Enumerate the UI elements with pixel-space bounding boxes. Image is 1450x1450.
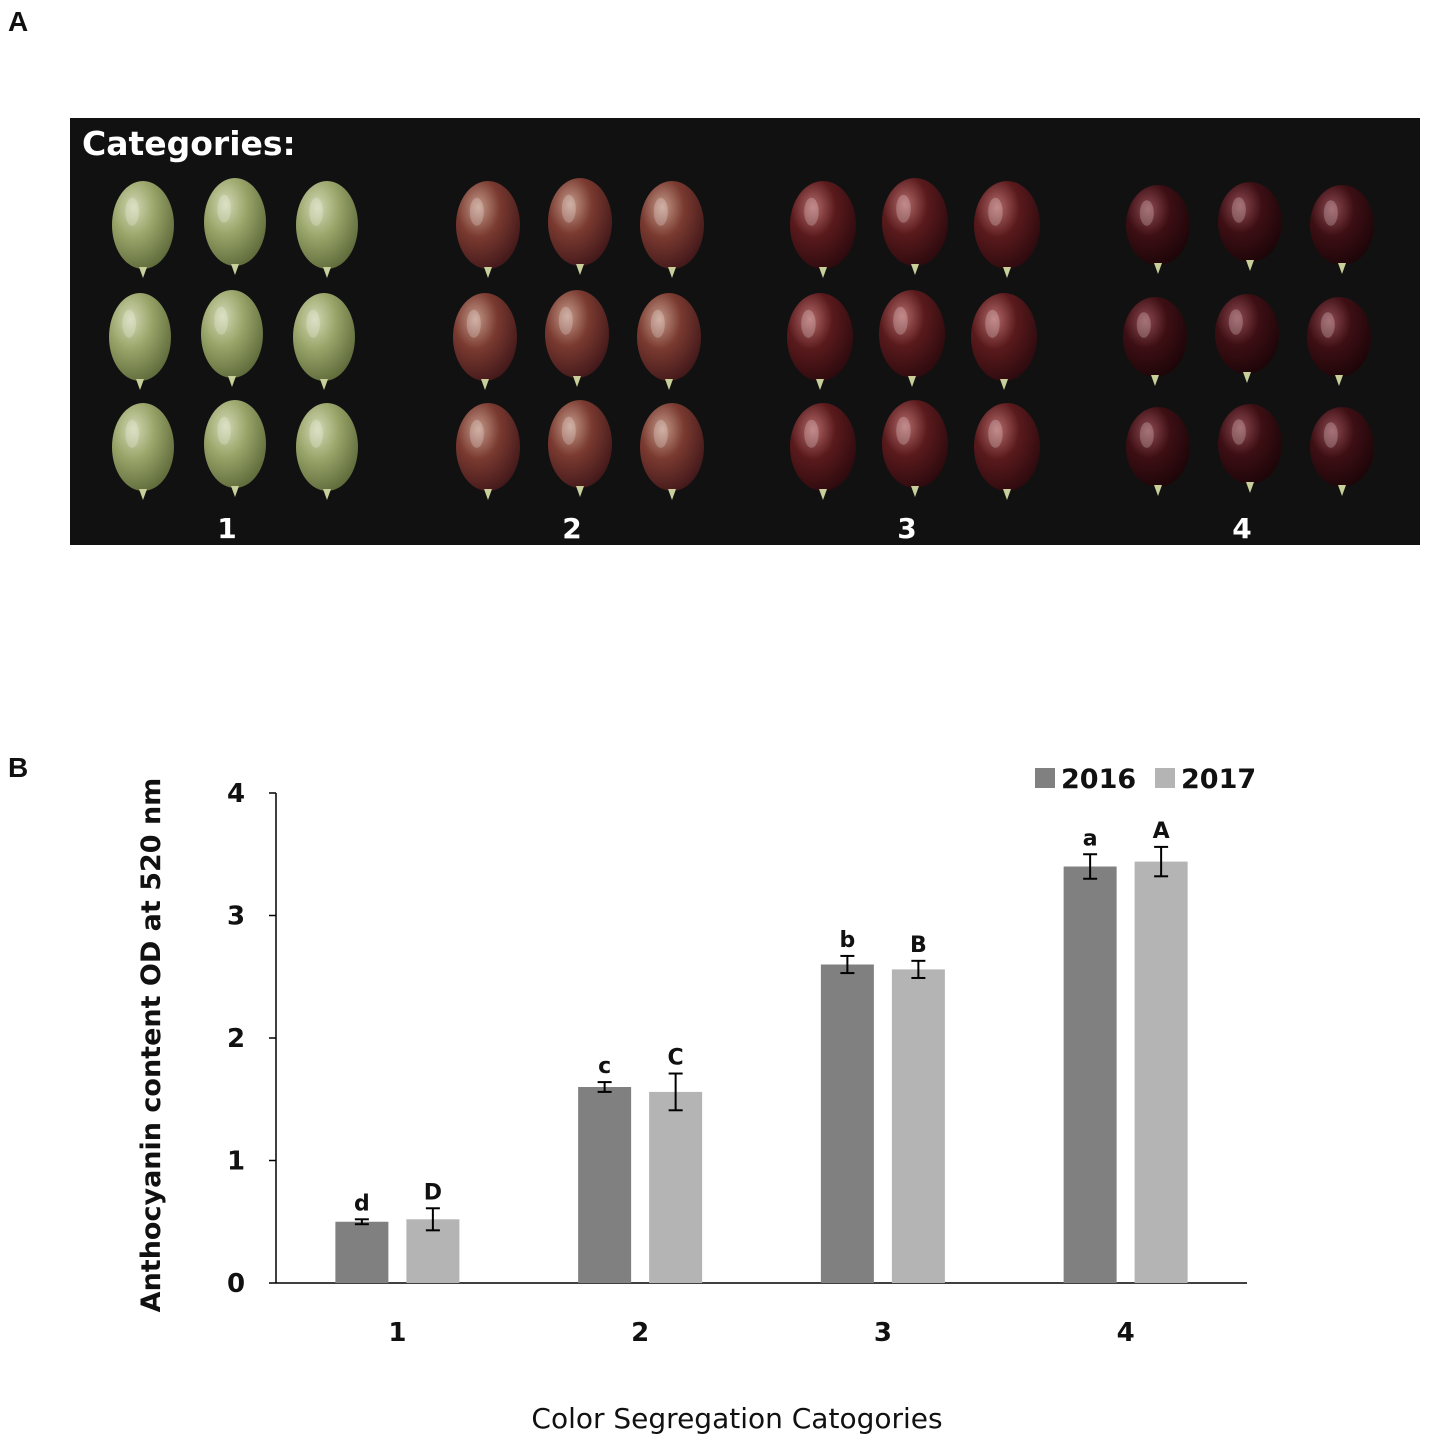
y-axis-title-group: Anthocyanin content OD at 520 nm — [136, 778, 167, 1313]
x-tick-label: 4 — [1117, 1318, 1135, 1348]
x-axis-title: Color Segregation Catogories — [531, 1402, 942, 1435]
error-bar — [1154, 845, 1169, 878]
bar-2016-cat-2 — [578, 1087, 632, 1283]
y-axis-title: Anthocyanin content OD at 520 nm — [136, 778, 167, 1313]
category-labels: 1 2 3 4 — [217, 512, 1251, 545]
legend-swatch — [1155, 768, 1175, 788]
bar-2017-cat-4 — [1134, 861, 1188, 1283]
grape-berry — [971, 293, 1037, 390]
x-tick-label: 1 — [388, 1318, 406, 1348]
legend: 2016 2017 — [1035, 764, 1256, 795]
significance-letter: D — [424, 1180, 442, 1205]
error-bar — [1083, 853, 1098, 880]
grape-berry — [879, 290, 945, 387]
grape-berry — [453, 293, 517, 390]
y-tick-label: 3 — [227, 902, 245, 932]
significance-letter: B — [910, 933, 927, 958]
panel-b-label: B — [8, 752, 29, 783]
significance-letter: A — [1153, 819, 1170, 844]
grape-berry — [456, 181, 520, 278]
significance-letter: a — [1083, 826, 1098, 851]
grape-berry — [201, 290, 263, 387]
grape-berry — [112, 181, 174, 278]
y-tick-label: 0 — [227, 1269, 245, 1299]
error-bar — [354, 1218, 369, 1226]
legend-label: 2016 — [1061, 764, 1136, 795]
x-tick-label: 2 — [631, 1318, 649, 1348]
grape-berry — [790, 403, 856, 500]
grape-berry — [882, 178, 948, 275]
legend-label: 2017 — [1181, 764, 1256, 795]
significance-letter: c — [598, 1054, 611, 1079]
legend-item-2016: 2016 — [1035, 764, 1136, 795]
bars: d Dc Cb Ba A — [335, 819, 1188, 1283]
grape-berry — [296, 403, 358, 500]
grape-berry — [974, 181, 1040, 278]
bar-2016-cat-4 — [1063, 866, 1117, 1283]
grape-berry — [1126, 185, 1190, 274]
grape-berry — [882, 400, 948, 497]
category-label: 3 — [897, 512, 916, 545]
grape-berry — [1310, 407, 1374, 496]
y-tick-label: 2 — [227, 1024, 245, 1054]
y-tick-label: 4 — [227, 779, 245, 809]
significance-letter: b — [840, 928, 856, 953]
error-bar — [840, 954, 855, 975]
grape-berry — [548, 178, 612, 275]
grape-berry — [974, 403, 1040, 500]
error-bar — [668, 1072, 683, 1112]
grape-berry — [548, 400, 612, 497]
legend-swatch — [1035, 768, 1055, 788]
grape-berry — [1218, 404, 1282, 493]
grape-berry — [545, 290, 609, 387]
y-axis-ticks: 0 1 2 3 4 — [227, 779, 276, 1299]
berry-grid — [109, 178, 1374, 500]
error-bar — [911, 959, 926, 979]
grape-berry — [640, 181, 704, 278]
bar-2017-cat-2 — [649, 1091, 703, 1283]
grape-berry — [790, 181, 856, 278]
legend-item-2017: 2017 — [1155, 764, 1256, 795]
bar-2017-cat-3 — [891, 969, 945, 1283]
panel-a-label: A — [8, 6, 29, 37]
grape-berry — [293, 293, 355, 390]
grape-berry — [1218, 182, 1282, 271]
photo-caption: Categories: — [82, 124, 296, 163]
grape-berry — [456, 403, 520, 500]
grape-berry — [109, 293, 171, 390]
significance-letter: C — [668, 1046, 684, 1071]
x-tick-label: 3 — [874, 1318, 892, 1348]
grape-berry — [204, 178, 266, 275]
grape-photo: Categories: 1 2 3 4 — [70, 118, 1420, 545]
grape-berry — [1123, 297, 1187, 386]
error-bar — [425, 1207, 440, 1232]
grape-berry — [1310, 185, 1374, 274]
grape-berry — [1307, 297, 1371, 386]
error-bar — [597, 1081, 612, 1093]
y-tick-label: 1 — [227, 1147, 245, 1177]
grape-berry — [640, 403, 704, 500]
grape-berry — [112, 403, 174, 500]
grape-berry — [787, 293, 853, 390]
category-label: 1 — [217, 512, 236, 545]
bar-2016-cat-3 — [820, 964, 874, 1283]
grape-berry — [296, 181, 358, 278]
x-axis-ticks: 1 2 3 4 — [388, 1318, 1134, 1348]
bar-2016-cat-1 — [335, 1221, 389, 1283]
grape-berry — [1215, 294, 1279, 383]
category-label: 4 — [1232, 512, 1251, 545]
grape-berry — [637, 293, 701, 390]
significance-letter: d — [354, 1191, 370, 1216]
category-label: 2 — [562, 512, 581, 545]
grape-berry — [204, 400, 266, 497]
grape-berry — [1126, 407, 1190, 496]
